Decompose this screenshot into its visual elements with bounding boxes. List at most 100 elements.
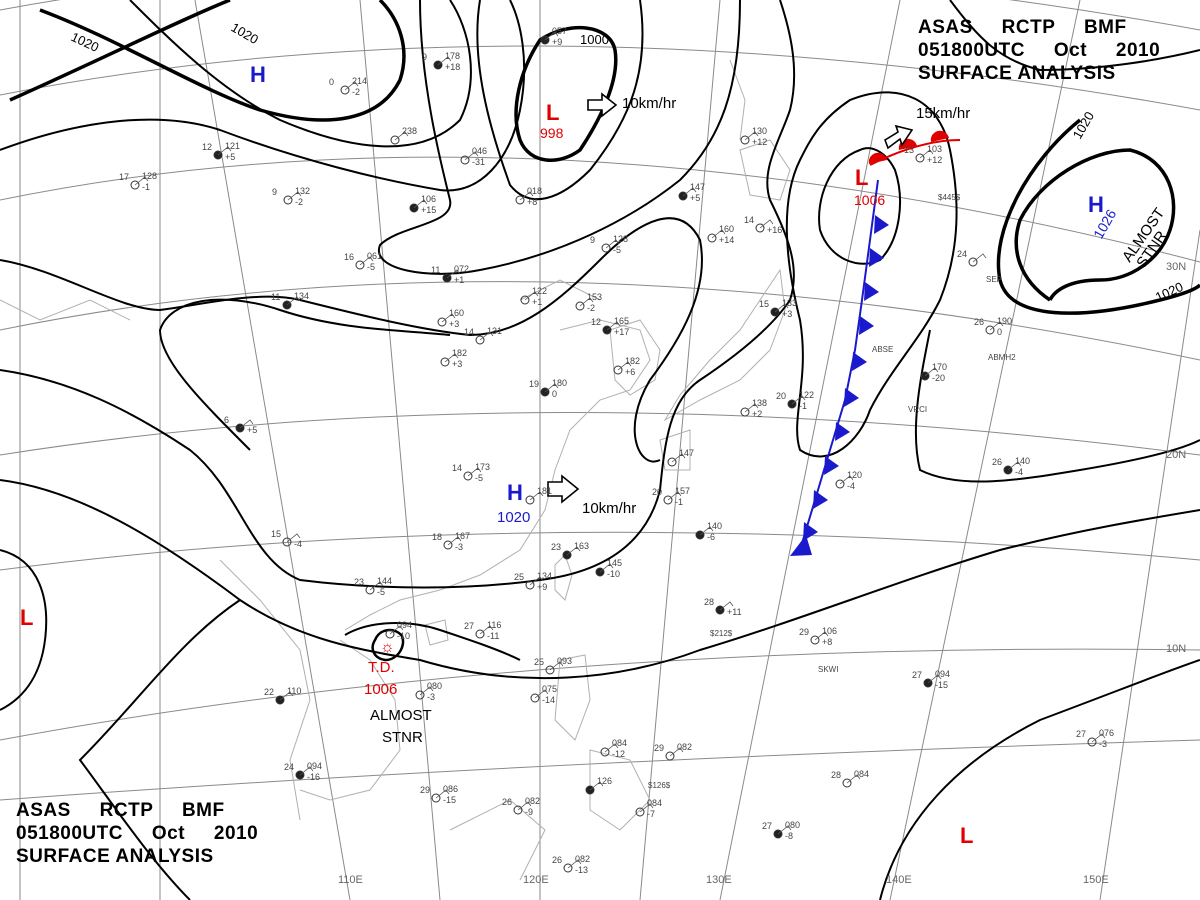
station-plot: 22 110: [264, 686, 301, 705]
station-plot: 6 +5: [224, 415, 257, 435]
station-plot: 145-10: [595, 558, 622, 579]
station-temperature: 14: [744, 215, 754, 225]
wind-barb: [299, 766, 314, 776]
station-tendency: -10: [397, 631, 410, 641]
station-plot: 094-10: [385, 620, 412, 641]
station-tendency: -8: [785, 831, 793, 841]
station-plot: 15 -4: [271, 529, 302, 549]
wind-barb: [566, 546, 581, 556]
station-circle: [385, 629, 395, 639]
station-tendency: +2: [752, 409, 762, 419]
station-plot: 20 122-1: [776, 390, 814, 411]
station-pressure: 145: [607, 558, 622, 568]
station-temperature: 15: [271, 529, 281, 539]
isobar-southwest-edge: [0, 549, 48, 711]
station-circle: [968, 257, 978, 267]
cold-front-triangle: [844, 388, 859, 407]
kamchatka-coast: [0, 299, 131, 321]
station-plot: 075-14: [530, 684, 557, 705]
station-plot: 15 133+3: [759, 298, 797, 319]
station-plot: 29 086-15: [420, 784, 458, 805]
high-china-value: 1020: [497, 509, 530, 526]
station-pressure: 084: [647, 798, 662, 808]
station-pressure: 134: [294, 291, 309, 301]
movement-arrows: [547, 92, 914, 504]
station-temperature: 9: [422, 52, 427, 62]
station-tendency: -5: [613, 245, 621, 255]
isobar-east-low: [879, 659, 1200, 900]
station-pressure: 082: [575, 854, 590, 864]
wind-barb: [549, 661, 564, 671]
station-circle: [635, 807, 645, 817]
isobar-west-2: [0, 0, 526, 192]
wind-barb: [744, 131, 759, 141]
station-circle: [613, 365, 623, 375]
station-temperature: 29: [420, 785, 430, 795]
station-temperature: 15: [759, 299, 769, 309]
station-pressure: 131: [487, 326, 502, 336]
station-temperature: 11: [431, 265, 440, 275]
wind-barb: [239, 419, 254, 429]
station-pressure: 120: [847, 470, 862, 480]
wind-barb: [669, 747, 684, 757]
warm-front: [868, 130, 961, 166]
station-circle: [525, 580, 535, 590]
lat-label-30n: 30N: [1166, 261, 1186, 273]
wind-barb: [344, 81, 359, 91]
station-tendency: 0: [997, 327, 1002, 337]
wind-barb: [605, 239, 620, 249]
station-plot: 12 121+5: [202, 141, 240, 162]
wind-barb: [972, 253, 987, 263]
station-tendency: +9: [537, 582, 547, 592]
japan-honshu: [663, 268, 786, 422]
station-tendency: +3: [782, 309, 792, 319]
warm-front-semicircle: [868, 152, 887, 164]
wind-barb: [639, 803, 654, 813]
station-circle: [437, 317, 447, 327]
low-front-symbol: L: [855, 165, 868, 190]
station-circle: [707, 233, 717, 243]
arrow-low-north: [587, 92, 618, 118]
station-circle: [282, 537, 292, 547]
wind-barb: [519, 191, 534, 201]
meridian-140e: [889, 0, 1081, 900]
station-pressure: 190: [997, 316, 1012, 326]
station-tendency: +12: [927, 155, 942, 165]
station-circle: [390, 135, 400, 145]
station-pressure: 061: [367, 251, 382, 261]
station-tendency: -5: [475, 473, 483, 483]
station-circle: [740, 407, 750, 417]
station-plot: 18 167-3: [432, 531, 470, 552]
station-plot: 018+8: [515, 186, 542, 207]
station-temperature: 14: [464, 327, 474, 337]
isobar-1020-north-outer: [9, 0, 231, 102]
station-pressure: 173: [475, 462, 490, 472]
station-tendency: -3: [1099, 739, 1107, 749]
station-plot: 26 082-13: [552, 854, 590, 875]
station-tendency: +9: [552, 37, 562, 47]
station-pressure: 086: [443, 784, 458, 794]
low-front-value: 1006: [854, 192, 885, 208]
station-ids: ABSE ABMH2 VRCI SKWI $126$ $212$ $445$ SEP: [648, 193, 1016, 790]
wind-barb: [606, 321, 621, 331]
station-tendency: +11: [727, 607, 742, 617]
station-plot: 20 157-1: [652, 486, 690, 507]
station-id: $212$: [710, 629, 733, 638]
station-plot: 160+3: [437, 308, 464, 329]
station-pressure: 140: [1015, 456, 1030, 466]
station-temperature: 27: [464, 621, 474, 631]
station-circle: [740, 135, 750, 145]
station-temperature: 11: [271, 292, 280, 302]
station-plot: 0 214-2: [329, 76, 367, 97]
station-circle: [835, 479, 845, 489]
station-circle: [513, 805, 523, 815]
station-temperature: 25: [534, 657, 544, 667]
station-pressure: 214: [352, 76, 367, 86]
station-plot: 9 178+18: [422, 51, 460, 72]
wind-barb: [924, 367, 939, 377]
station-plot: 24 094-16: [284, 761, 322, 782]
station-pressure: 076: [1099, 728, 1114, 738]
station-pressure: 103: [927, 144, 942, 154]
wind-barb: [1091, 733, 1106, 743]
